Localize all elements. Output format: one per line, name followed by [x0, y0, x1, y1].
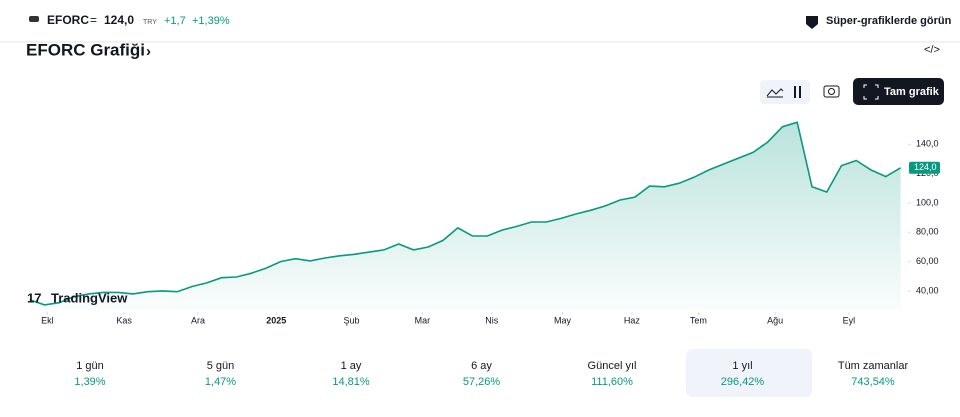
period-value: 1,39% — [74, 376, 105, 388]
title-arrow: › — [146, 43, 151, 60]
period-label[interactable]: 1 ay — [341, 360, 362, 372]
period-value: 57,26% — [463, 376, 501, 388]
chart-title[interactable]: EFORC Grafiği — [26, 40, 145, 59]
embed-icon[interactable]: </> — [924, 44, 940, 56]
y-tick-label: 100,0 — [916, 197, 939, 207]
x-tick-label: Mar — [415, 315, 431, 325]
change: +1,7 — [164, 15, 186, 27]
period-label[interactable]: Tüm zamanlar — [838, 360, 909, 372]
period-value: 111,60% — [591, 376, 633, 388]
cta-icon — [806, 16, 818, 29]
x-tick-label: Ekl — [41, 315, 54, 325]
x-tick-label: May — [554, 315, 572, 325]
x-tick-label: Nis — [485, 315, 498, 325]
period-label[interactable]: Güncel yıl — [588, 360, 637, 372]
symbol-icon — [29, 16, 39, 22]
y-tick-label: 60,00 — [916, 256, 939, 266]
y-tick-label: 140,0 — [916, 139, 939, 149]
last-value-tag — [909, 161, 940, 174]
periods: 1 gün 1,39% 5 gün 1,47% 1 ay 14,81% 6 ay 57,26%… — [74, 360, 908, 388]
cta[interactable]: Süper-grafiklerde görün — [826, 15, 952, 27]
y-tick-label: 80,00 — [916, 227, 939, 237]
y-tick-label: 40,00 — [916, 285, 939, 295]
camera-lens — [828, 88, 835, 95]
x-tick-label: Tem — [690, 315, 707, 325]
active-period-bg — [686, 349, 812, 397]
fullscreen-icon — [863, 84, 879, 100]
x-tick-label: Eyl — [843, 315, 856, 325]
period-value: 1,47% — [205, 376, 236, 388]
camera-icon[interactable] — [823, 85, 840, 98]
last-value-label: 124,0 — [914, 162, 937, 172]
period-label[interactable]: 6 ay — [471, 360, 492, 372]
period-value: 296,42% — [721, 376, 765, 388]
change-pct: +1,39% — [192, 15, 230, 27]
logo-mark: 17 — [27, 290, 41, 305]
x-tick-label: Şub — [343, 315, 359, 325]
period-label[interactable]: 5 gün — [207, 360, 235, 372]
x-tick-label: Ağu — [767, 315, 783, 325]
line — [29, 121, 902, 306]
logo: TradingView — [51, 290, 128, 305]
x-tick-label: Ara — [191, 315, 205, 325]
separator: = — [90, 13, 97, 27]
period-value: 14,81% — [332, 376, 370, 388]
plot: 40,0060,0080,00100,0120,0140,0EklKasAra2… — [29, 121, 940, 325]
period-label[interactable]: 1 yıl — [732, 360, 752, 372]
period-value: 743,54% — [851, 376, 895, 388]
candle-icon — [794, 86, 801, 98]
price: 124,0 — [104, 13, 134, 27]
x-tick-label: Haz — [624, 315, 641, 325]
area — [29, 122, 901, 310]
full-chart-label: Tam grafik — [884, 86, 940, 98]
area-icon — [766, 88, 784, 98]
symbol: EFORC — [47, 13, 89, 27]
currency: TRY — [143, 19, 157, 26]
x-tick-label: 2025 — [266, 315, 286, 325]
chart-style-switch[interactable] — [760, 80, 810, 104]
x-tick-label: Kas — [116, 315, 132, 325]
period-label[interactable]: 1 gün — [76, 360, 104, 372]
